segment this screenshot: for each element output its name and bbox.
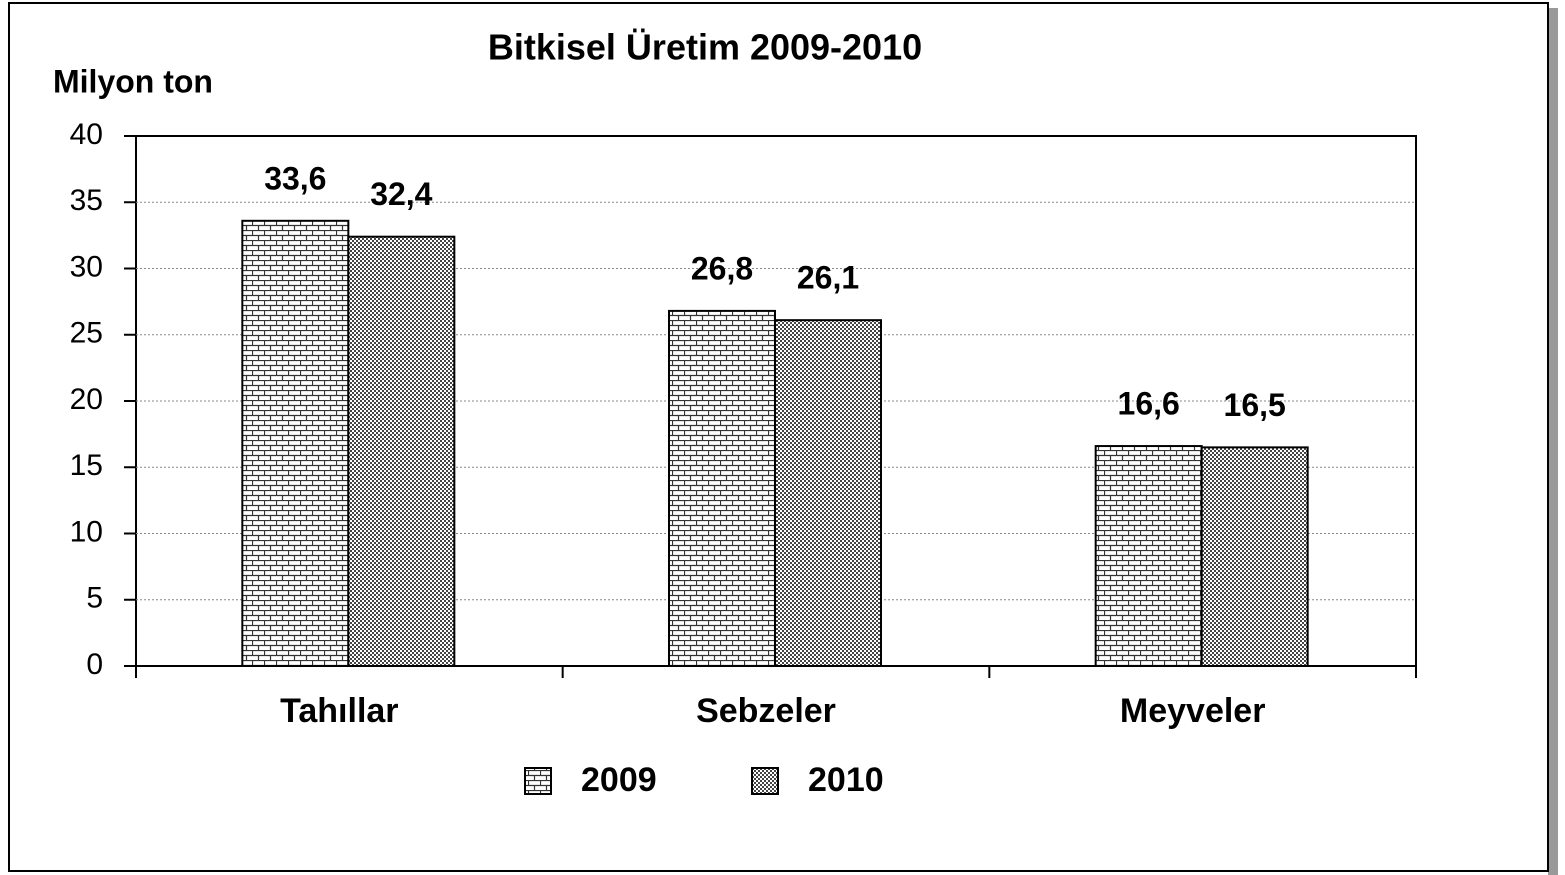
frame-shadow bbox=[1548, 8, 1558, 875]
y-tick-label: 40 bbox=[70, 118, 103, 151]
legend-label: 2010 bbox=[808, 761, 884, 799]
legend-swatch bbox=[524, 767, 552, 795]
y-tick-label: 30 bbox=[70, 250, 103, 283]
legend-swatch bbox=[751, 767, 779, 795]
x-tick-label: Tahıllar bbox=[280, 692, 398, 730]
bar bbox=[241, 219, 350, 668]
legend-label: 2009 bbox=[581, 761, 657, 799]
chart-title: Bitkisel Üretim 2009-2010 bbox=[488, 27, 922, 68]
x-tick-label: Meyveler bbox=[1120, 692, 1266, 730]
bar bbox=[774, 319, 882, 667]
y-tick-label: 25 bbox=[70, 317, 103, 350]
y-tick-label: 10 bbox=[70, 515, 103, 548]
y-tick-label: 5 bbox=[86, 582, 103, 615]
bar bbox=[668, 309, 776, 667]
x-tick-label: Sebzeler bbox=[696, 692, 836, 730]
value-label: 33,6 bbox=[264, 160, 326, 196]
value-label: 32,4 bbox=[370, 176, 432, 212]
bar bbox=[347, 235, 456, 667]
y-tick-label: 20 bbox=[70, 383, 103, 416]
value-label: 26,8 bbox=[691, 250, 753, 286]
y-tick-label: 15 bbox=[70, 449, 103, 482]
value-label: 26,1 bbox=[797, 260, 859, 296]
bar bbox=[1200, 446, 1309, 667]
bar bbox=[1094, 445, 1203, 667]
value-label: 16,6 bbox=[1118, 386, 1180, 422]
y-axis-label: Milyon ton bbox=[53, 63, 213, 99]
value-label: 16,5 bbox=[1224, 387, 1286, 423]
y-tick-label: 0 bbox=[86, 648, 103, 681]
y-tick-label: 35 bbox=[70, 184, 103, 217]
